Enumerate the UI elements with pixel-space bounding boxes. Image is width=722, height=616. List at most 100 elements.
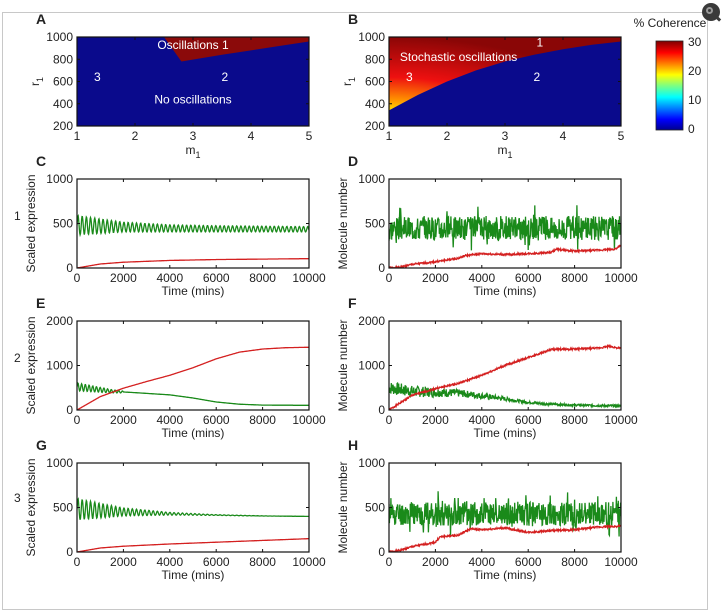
y-tick-label: 200 <box>365 119 385 133</box>
x-tick-label: 2000 <box>110 555 137 569</box>
series-green <box>77 213 309 238</box>
y-tick-label: 0 <box>66 403 73 417</box>
series-red <box>77 346 309 410</box>
x-tick-label: 8000 <box>561 413 588 427</box>
x-axis-label: Time (mins) <box>474 568 537 582</box>
region-oscillations <box>164 37 309 62</box>
panel-e: E 0 2000 4000 6000 8000 10000 0 1000 2000 Time (mi… <box>24 295 326 440</box>
y-axis-label: Scaled expression <box>24 174 38 272</box>
x-tick-label: 10000 <box>292 271 326 285</box>
region-annotation: No oscillations <box>154 92 231 106</box>
panel-g: G 0 2000 4000 6000 8000 10000 0 500 1000 Time (min… <box>24 437 326 582</box>
panel-label: C <box>36 153 46 169</box>
row-label: 1 <box>14 209 21 223</box>
x-tick-label: 2000 <box>422 413 449 427</box>
y-tick-label: 1000 <box>358 456 385 470</box>
series-red <box>389 343 621 410</box>
y-axis-label: Scaled expression <box>24 316 38 414</box>
magnifier-icon[interactable] <box>702 3 720 21</box>
x-tick-label: 10000 <box>604 555 638 569</box>
x-axis-label: Time (mins) <box>474 426 537 440</box>
subscript: 1 <box>507 150 512 160</box>
region-annotation: Oscillations 1 <box>157 38 229 52</box>
y-tick-label: 0 <box>66 261 73 275</box>
panel-b: B Stochastic oscillations 1 3 2 1 2 3 4 5 200 400 60… <box>340 11 625 160</box>
row-label: 2 <box>14 351 21 365</box>
x-tick-label: 5 <box>618 129 625 143</box>
colorbar-tick: 0 <box>688 122 695 136</box>
x-tick-label: 1 <box>386 129 393 143</box>
x-axis-label: m1 <box>185 143 200 160</box>
y-tick-label: 500 <box>365 501 385 515</box>
x-axis-label: Time (mins) <box>162 426 225 440</box>
plot-area <box>389 491 621 552</box>
series-green <box>77 382 309 406</box>
x-tick-label: 4 <box>560 129 567 143</box>
y-axis-label: Molecule number <box>336 177 350 269</box>
subscript: 1 <box>347 77 357 82</box>
region-annotation: 3 <box>94 70 101 84</box>
y-axis-label: Scaled expression <box>24 458 38 556</box>
y-axis-label: Molecule number <box>336 319 350 411</box>
colorbar: % Coherence 0 10 20 30 <box>634 16 707 136</box>
panel-d: D 0 2000 4000 6000 8000 10000 0 500 1000 Time (min… <box>336 153 638 298</box>
x-tick-label: 0 <box>386 413 393 427</box>
y-axis-label: r1 <box>340 77 357 86</box>
axes-frame <box>76 320 310 411</box>
region-annotation: Stochastic oscillations <box>400 50 517 64</box>
series-red <box>389 524 621 552</box>
panel-label: B <box>348 11 358 27</box>
figure-frame <box>2 12 708 610</box>
x-tick-label: 2 <box>444 129 451 143</box>
y-tick-label: 500 <box>53 501 73 515</box>
plot-area <box>389 37 621 126</box>
y-tick-label: 1000 <box>46 172 73 186</box>
x-axis-label: Time (mins) <box>474 284 537 298</box>
panel-f: F 0 2000 4000 6000 8000 10000 0 1000 2000 Time (mi… <box>336 295 638 440</box>
x-tick-label: 4 <box>248 129 255 143</box>
y-tick-label: 600 <box>365 75 385 89</box>
y-tick-label: 800 <box>365 52 385 66</box>
x-tick-label: 4000 <box>156 555 183 569</box>
x-tick-label: 6000 <box>515 555 542 569</box>
x-tick-label: 4000 <box>468 555 495 569</box>
x-tick-label: 2 <box>132 129 139 143</box>
plot-area <box>77 346 309 410</box>
panel-label: E <box>36 295 45 311</box>
x-tick-label: 6000 <box>515 413 542 427</box>
x-tick-label: 8000 <box>249 555 276 569</box>
panel-label: D <box>348 153 358 169</box>
x-tick-label: 4000 <box>156 271 183 285</box>
y-tick-label: 400 <box>365 97 385 111</box>
x-tick-label: 6000 <box>515 271 542 285</box>
x-tick-label: 6000 <box>203 413 230 427</box>
x-tick-label: 6000 <box>203 555 230 569</box>
plot-area <box>77 497 309 552</box>
y-tick-label: 500 <box>53 217 73 231</box>
x-tick-label: 4000 <box>468 271 495 285</box>
x-axis-label: m1 <box>497 143 512 160</box>
y-tick-label: 1000 <box>46 456 73 470</box>
panel-c: C 0 2000 4000 6000 8000 10000 0 500 1000 Time (min… <box>24 153 326 298</box>
panel-h: H 0 2000 4000 6000 8000 10000 0 500 1000 Time (min… <box>336 437 638 582</box>
region-annotation: 3 <box>406 70 413 84</box>
series-green <box>77 497 309 521</box>
subscript: 1 <box>35 77 45 82</box>
series-green <box>389 381 621 409</box>
series-red <box>77 258 309 268</box>
colorbar-tick: 10 <box>688 93 702 107</box>
y-tick-label: 1000 <box>46 30 73 44</box>
y-tick-label: 0 <box>378 403 385 417</box>
row-label: 3 <box>14 491 21 505</box>
y-tick-label: 400 <box>53 97 73 111</box>
x-tick-label: 5 <box>306 129 313 143</box>
y-tick-label: 0 <box>66 545 73 559</box>
series-red <box>389 244 621 268</box>
x-axis-label: Time (mins) <box>162 284 225 298</box>
plot-area <box>389 343 621 410</box>
x-tick-label: 10000 <box>604 413 638 427</box>
x-tick-label: 0 <box>74 555 81 569</box>
y-tick-label: 1000 <box>358 172 385 186</box>
y-axis-label: r1 <box>28 77 45 86</box>
